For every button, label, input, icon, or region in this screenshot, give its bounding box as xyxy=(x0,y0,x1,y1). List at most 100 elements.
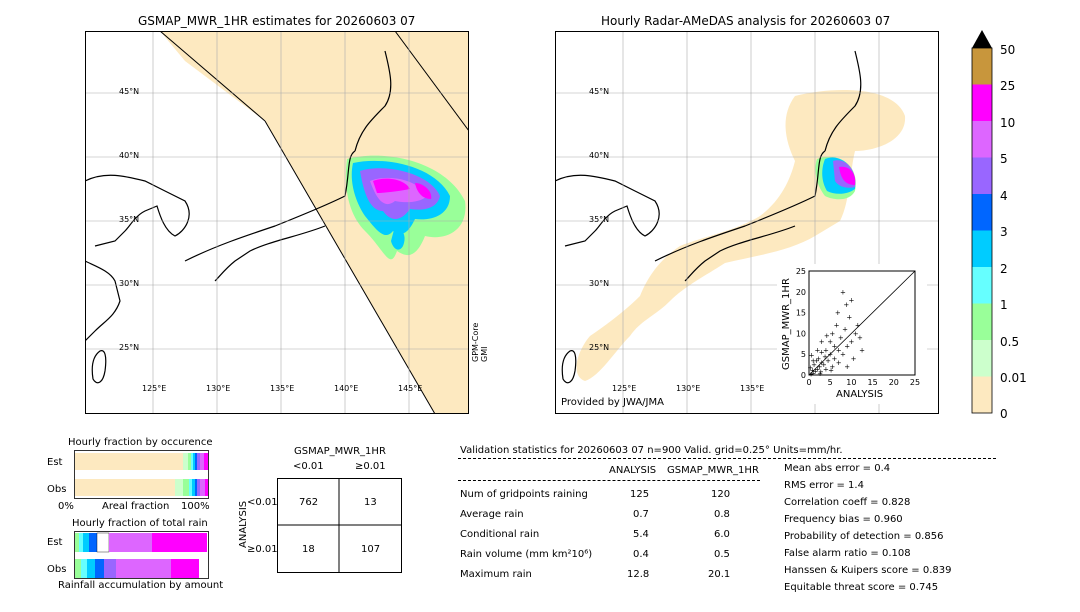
scatter-point: + xyxy=(836,347,842,355)
left-rain-tail xyxy=(391,226,405,250)
occ-axis-mid: Areal fraction xyxy=(102,501,170,512)
left-lat-label-45: 45°N xyxy=(119,87,140,96)
scatter-point: + xyxy=(818,368,824,376)
scatter-point: + xyxy=(824,332,830,340)
right-lat-label-40: 40°N xyxy=(589,151,610,160)
contingency-cell-10: 18 xyxy=(302,544,315,555)
scatter-point: + xyxy=(821,361,827,369)
scatter-point: + xyxy=(851,355,857,363)
left-lat-label-25: 25°N xyxy=(119,343,140,352)
left-coast-taiwan xyxy=(91,350,107,384)
left-lat-label-40: 40°N xyxy=(119,151,140,160)
left-coast-korea xyxy=(85,174,190,247)
scatter-point: + xyxy=(843,301,849,309)
total-bar-est xyxy=(75,532,207,553)
scatter-point: + xyxy=(812,367,818,375)
scatter-point: + xyxy=(835,309,841,317)
stat-b-2: 6.0 xyxy=(714,529,730,540)
left-map xyxy=(85,31,469,414)
colorbar-segment xyxy=(972,84,992,121)
cbar-label-4: 4 xyxy=(1000,189,1008,203)
scatter-point: + xyxy=(823,365,829,373)
scatter-point: + xyxy=(814,357,820,365)
left-coast-japan xyxy=(184,50,392,282)
colorbar-segment xyxy=(972,194,992,231)
scatter-xtick: 5 xyxy=(828,378,833,387)
scatter-point: + xyxy=(828,367,834,375)
contingency-col-1: <0.01 xyxy=(293,461,324,472)
total-bars xyxy=(74,531,209,579)
credit-label: Provided by JWA/JMA xyxy=(561,397,664,408)
validation-divider xyxy=(458,458,996,459)
sensor-label: GPM-Core GMI xyxy=(471,322,489,362)
left-lat-label-35: 35°N xyxy=(119,215,140,224)
scatter-point: + xyxy=(855,322,861,330)
stat-label-2: Conditional rain xyxy=(460,529,540,540)
scatter-point: + xyxy=(811,361,817,369)
scatter-point: + xyxy=(853,330,859,338)
left-rain-magenta xyxy=(373,178,432,199)
stat-b-3: 0.5 xyxy=(714,549,730,560)
stat-b-0: 120 xyxy=(711,489,731,500)
colorbar-segment xyxy=(972,376,992,413)
left-map-title: GSMAP_MWR_1HR estimates for 20260603 07 xyxy=(138,14,416,28)
scatter-point: + xyxy=(840,351,846,359)
left-lon-label-135: 135°E xyxy=(270,384,295,393)
colorbar-segment xyxy=(972,121,992,158)
scatter-point: + xyxy=(834,322,840,330)
left-lon-label-145: 145°E xyxy=(398,384,423,393)
scatter-point: + xyxy=(840,288,846,296)
validation-col-gsmap: GSMAP_MWR_1HR xyxy=(667,465,759,476)
scatter-point: + xyxy=(829,330,835,338)
scatter-point: + xyxy=(823,347,829,355)
stat-a-3: 0.4 xyxy=(633,549,649,560)
colorbar-segment xyxy=(972,48,992,85)
scatter-diagonal xyxy=(808,270,916,376)
scatter-point: + xyxy=(810,357,816,365)
colorbar xyxy=(971,30,993,414)
cbar-label-0.5: 0.5 xyxy=(1000,335,1020,349)
left-coast-china xyxy=(85,260,121,342)
colorbar-labels: 50 25 10 5 4 3 2 1 0.5 0.01 0 xyxy=(1000,0,1060,430)
scatter-point: + xyxy=(809,352,815,360)
scatter-point: + xyxy=(815,365,821,373)
scatter-xtick: 20 xyxy=(889,378,899,387)
contingency-col-2: ≥0.01 xyxy=(355,461,386,472)
total-row-obs: Obs xyxy=(47,564,67,575)
cbar-label-0.01: 0.01 xyxy=(1000,371,1027,385)
cbar-label-0: 0 xyxy=(1000,407,1008,421)
scatter-point: + xyxy=(838,334,844,342)
scatter-point: + xyxy=(808,370,814,378)
scatter-point: + xyxy=(815,355,821,363)
scatter-ytick: 5 xyxy=(801,350,806,359)
cbar-label-3: 3 xyxy=(1000,225,1008,239)
left-lat-label-30: 30°N xyxy=(119,279,140,288)
score-5: False alarm ratio = 0.108 xyxy=(784,548,911,559)
occ-axis-left: 0% xyxy=(58,501,74,512)
scatter-ytick: 0 xyxy=(801,371,806,380)
colorbar-segment xyxy=(972,157,992,194)
scatter-point: + xyxy=(819,349,825,357)
colorbar-segment xyxy=(972,340,992,377)
scatter-point: + xyxy=(844,342,850,350)
scatter-xtick: 25 xyxy=(910,378,920,387)
contingency-grid xyxy=(277,478,402,573)
cbar-label-25: 25 xyxy=(1000,79,1016,93)
scatter-ytick: 25 xyxy=(796,267,806,276)
scatter-point: + xyxy=(827,351,833,359)
contingency-cell-01: 13 xyxy=(364,497,377,508)
scatter-ytick: 20 xyxy=(796,288,806,297)
stat-label-1: Average rain xyxy=(460,509,524,520)
contingency-title: GSMAP_MWR_1HR xyxy=(294,446,386,457)
scatter-point: + xyxy=(817,370,823,378)
right-lon-label-130: 130°E xyxy=(676,384,701,393)
validation-header: Validation statistics for 20260603 07 n=… xyxy=(460,445,843,456)
right-coast-taiwan xyxy=(561,350,577,384)
colorbar-segment xyxy=(972,267,992,304)
stat-a-1: 0.7 xyxy=(633,509,649,520)
scatter-point: + xyxy=(819,338,825,346)
stat-a-0: 125 xyxy=(630,489,650,500)
scatter-ylabel: GSMAP_MWR_1HR xyxy=(781,278,792,370)
scatter-ytick: 10 xyxy=(796,329,806,338)
scatter-point: + xyxy=(844,363,850,371)
